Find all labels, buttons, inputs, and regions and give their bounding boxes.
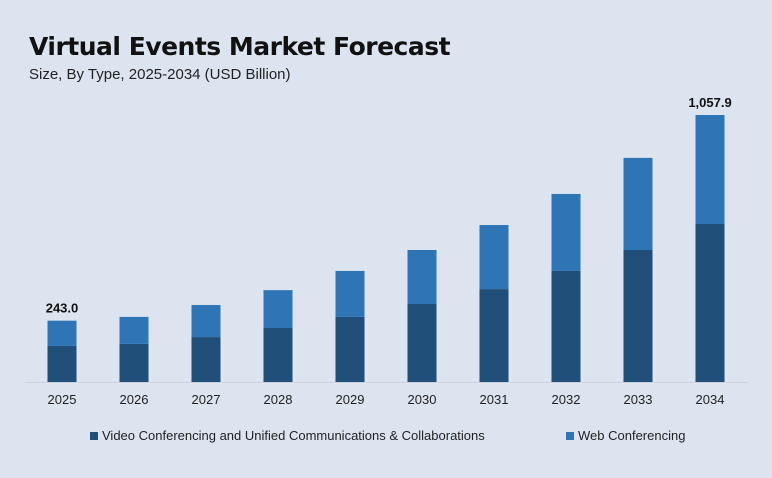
bar-2027-series-1	[191, 305, 221, 338]
x-tick-label: 2029	[336, 392, 365, 407]
bar-2028-series-0	[263, 327, 293, 382]
bar-2032-series-1	[551, 193, 581, 271]
x-tick-label: 2030	[408, 392, 437, 407]
bar-2034-series-1	[695, 115, 725, 225]
bar-2031-series-1	[479, 225, 509, 290]
x-tick-label: 2026	[120, 392, 149, 407]
chart-subtitle: Size, By Type, 2025-2034 (USD Billion)	[29, 66, 291, 83]
legend-item-web: Web Conferencing	[566, 428, 685, 443]
bar-2030-series-0	[407, 304, 437, 382]
x-tick-label: 2032	[552, 392, 581, 407]
x-tick-label: 2025	[48, 392, 77, 407]
x-tick-label: 2028	[264, 392, 293, 407]
bar-2025-series-1	[47, 320, 77, 346]
legend-swatch	[566, 431, 574, 440]
bar-2030-series-1	[407, 250, 437, 305]
chart-title: Virtual Events Market Forecast	[29, 32, 451, 61]
data-label: 1,057.9	[688, 95, 731, 110]
bar-2029-series-1	[335, 270, 365, 317]
bar-2033-series-0	[623, 250, 653, 382]
legend-label: Video Conferencing and Unified Communica…	[102, 428, 485, 443]
x-tick-label: 2031	[480, 392, 509, 407]
x-tick-label: 2033	[624, 392, 653, 407]
legend-label: Web Conferencing	[578, 428, 686, 443]
bar-2031-series-0	[479, 289, 509, 382]
bar-2032-series-0	[551, 270, 581, 382]
bar-2034-series-0	[695, 224, 725, 382]
legend-item-video: Video Conferencing and Unified Communica…	[90, 428, 485, 443]
bar-2027-series-0	[191, 337, 221, 382]
bar-2028-series-1	[263, 290, 293, 328]
bar-2026-series-0	[119, 343, 149, 382]
bar-2026-series-1	[119, 316, 149, 344]
legend-swatch	[90, 431, 98, 440]
bar-2033-series-1	[623, 157, 653, 251]
bar-2029-series-0	[335, 316, 365, 382]
x-tick-label: 2034	[696, 392, 725, 407]
x-tick-label: 2027	[192, 392, 221, 407]
bar-2025-series-0	[47, 345, 77, 382]
data-label: 243.0	[46, 301, 79, 316]
